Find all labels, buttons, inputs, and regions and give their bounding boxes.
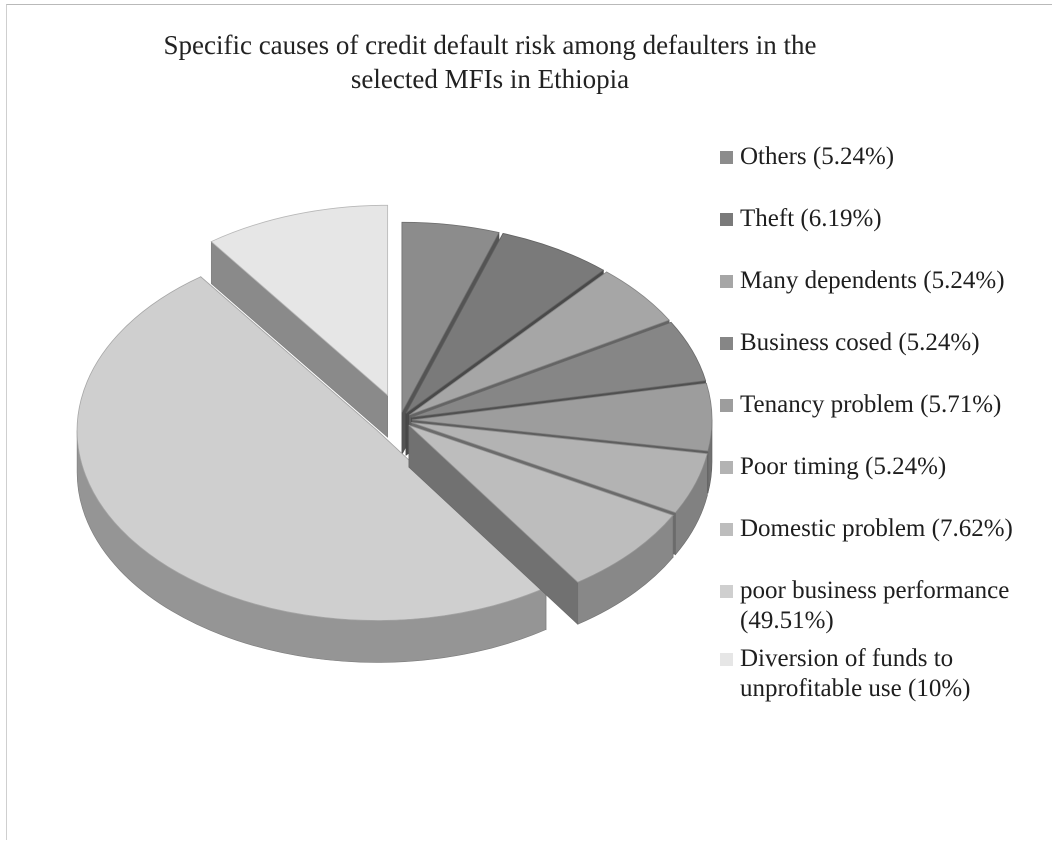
legend-swatch (720, 585, 733, 598)
chart-title-line-1: Specific causes of credit default risk a… (163, 30, 817, 60)
legend-swatch (720, 399, 733, 412)
legend-label: Others (5.24%) (740, 143, 895, 170)
legend-label: Tenancy problem (5.71%) (740, 391, 1002, 418)
legend-label: Business cosed (5.24%) (740, 329, 980, 356)
legend-swatch (720, 461, 733, 474)
chart-title: Specific causes of credit default risk a… (90, 28, 890, 96)
pie-slice (408, 424, 674, 625)
legend-swatch (720, 523, 733, 536)
legend-item: Many dependents (5.24%) (718, 266, 1048, 296)
legend-swatch (720, 275, 733, 288)
legend-item: Diversion of funds to unprofitable use (… (718, 644, 1048, 704)
legend-item: poor business performance (49.51%) (718, 576, 1048, 636)
legend-label: Poor timing (5.24%) (740, 453, 947, 480)
legend-swatch (720, 653, 733, 666)
pie-slice (210, 204, 389, 438)
legend-item: Others (5.24%) (718, 142, 1048, 172)
chart-title-line-2: selected MFIs in Ethiopia (350, 64, 630, 94)
legend-item: Business cosed (5.24%) (718, 328, 1048, 358)
legend-label: Theft (6.19%) (740, 205, 882, 232)
legend-label: poor business performance (49.51%) (740, 577, 1010, 634)
legend-label: Many dependents (5.24%) (740, 267, 1005, 294)
legend-label: Diversion of funds to unprofitable use (… (740, 645, 971, 702)
legend-item: Domestic problem (7.62%) (718, 514, 1048, 544)
pie-slice (76, 276, 547, 663)
legend-swatch (720, 213, 733, 226)
legend-label: Domestic problem (7.62%) (740, 515, 1013, 542)
chart-frame (6, 4, 1052, 840)
legend-item: Theft (6.19%) (718, 204, 1048, 234)
legend-item: Tenancy problem (5.71%) (718, 390, 1048, 420)
legend-swatch (720, 337, 733, 350)
legend-swatch (720, 151, 733, 164)
legend-item: Poor timing (5.24%) (718, 452, 1048, 482)
